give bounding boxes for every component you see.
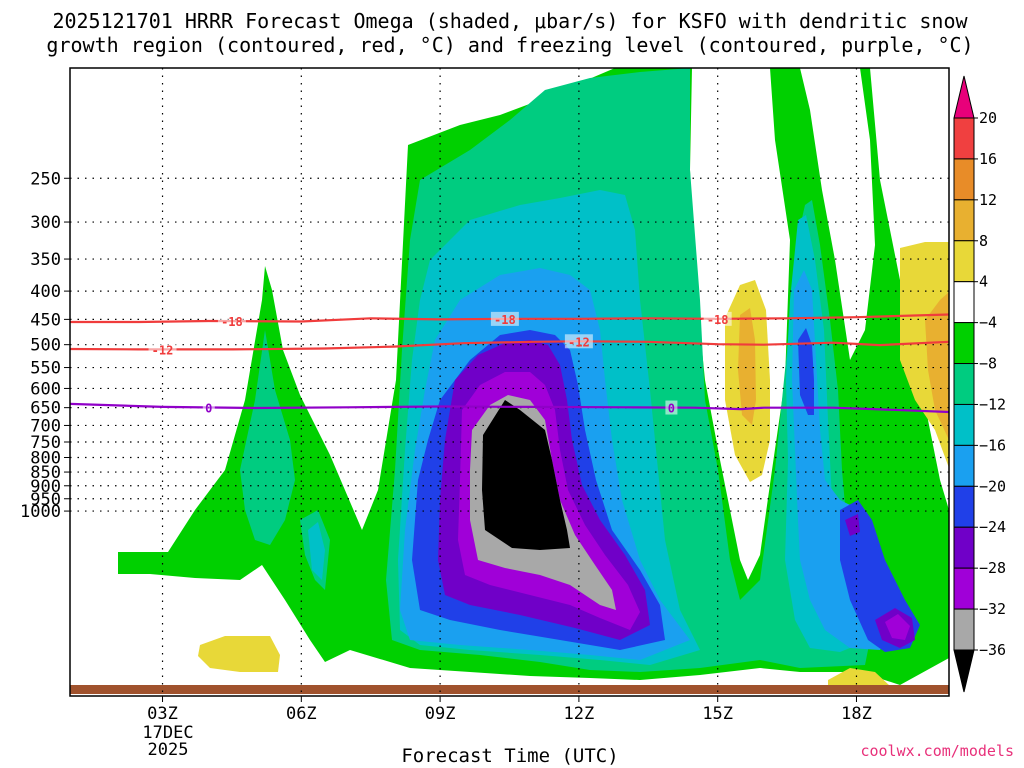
contour-label-background — [665, 400, 678, 415]
contour-label-freezing-level-0C: 0 — [205, 401, 212, 415]
colorbar-label: 20 — [979, 109, 997, 127]
contour-label-dgz-bottom-12C: -12 — [152, 343, 174, 357]
y-tick-label: 550 — [30, 359, 61, 379]
omega-region-neutral-3 — [930, 68, 949, 110]
x-tick-label: 15Z — [702, 704, 733, 724]
contour-label-dgz-top-18C: -18 — [221, 315, 243, 329]
colorbar-band — [953, 567, 975, 610]
omega-region-plus8-mid — [738, 308, 756, 425]
date-label-day: 17DEC — [142, 723, 193, 743]
contour-freezing-level-0C — [70, 402, 949, 414]
colorbar-band — [953, 363, 975, 405]
colorbar-band — [953, 608, 975, 651]
colorbar-label: −36 — [979, 641, 1006, 659]
colorbar-band — [953, 199, 975, 242]
contour-label-dgz-bottom-12C: -12 — [568, 335, 590, 349]
y-tick-label: 700 — [30, 416, 61, 436]
omega-region-minus20-right-upper — [798, 328, 814, 415]
colorbar-label: 16 — [979, 150, 997, 168]
colorbar-band — [953, 281, 975, 324]
colorbar-label: −20 — [979, 477, 1006, 495]
x-axis: 03Z 06Z 09Z 12Z 15Z 18Z — [147, 696, 872, 724]
colorbar: 20 16 12 8 4 −4 −8 −12 −16 −20 −24 −28 −32 −36 — [953, 75, 1006, 693]
omega-region-plus4-left — [198, 636, 280, 672]
x-tick-label: 12Z — [564, 704, 595, 724]
y-tick-label: 400 — [30, 282, 61, 302]
colorbar-band — [953, 240, 975, 283]
colorbar-label: −24 — [979, 518, 1006, 536]
y-tick-label: 800 — [30, 449, 61, 469]
chart-title-line-1: 2025121701 HRRR Forecast Omega (shaded, … — [52, 9, 968, 33]
y-tick-label: 900 — [30, 477, 61, 497]
y-tick-label: 650 — [30, 399, 61, 419]
omega-region-plus8-right — [925, 292, 949, 440]
contour-label-freezing-level-0C: 0 — [668, 402, 675, 416]
colorbar-band — [953, 117, 975, 160]
y-tick-label: 950 — [30, 490, 61, 510]
colorbar-label: −4 — [979, 314, 997, 332]
omega-region-minus12-left — [308, 522, 325, 580]
y-tick-label: 1000 — [20, 502, 61, 522]
contour-label-background — [490, 311, 519, 326]
colorbar-label: −32 — [979, 600, 1006, 618]
colorbar-arrow-top — [953, 75, 975, 119]
contour-label-background — [703, 311, 732, 326]
colorbar-label: −28 — [979, 559, 1006, 577]
contour-label-background — [564, 334, 593, 349]
colorbar-label: 12 — [979, 191, 997, 209]
surface-bar — [70, 685, 949, 694]
colorbar-band — [953, 158, 975, 201]
colorbar-label: 8 — [979, 232, 988, 250]
y-tick-label: 350 — [30, 250, 61, 270]
credit-text: coolwx.com/models — [860, 742, 1014, 760]
temperature-contours: -18 -18 -18 -12 -12 0 0 — [70, 311, 949, 416]
y-tick-label: 500 — [30, 336, 61, 356]
plot-frame — [69, 67, 950, 697]
contour-label-background — [217, 314, 246, 329]
y-tick-label: 600 — [30, 379, 61, 399]
colorbar-band — [953, 322, 975, 365]
y-tick-label: 850 — [30, 463, 61, 483]
colorbar-band — [953, 444, 975, 487]
colorbar-band — [953, 485, 975, 528]
colorbar-arrow-bottom — [953, 649, 975, 693]
y-axis: 2503003504004505005506006507007508008509… — [20, 169, 70, 522]
colorbar-band — [953, 403, 975, 446]
y-tick-label: 750 — [30, 433, 61, 453]
colorbar-label: 4 — [979, 273, 988, 291]
contour-label-background — [148, 342, 177, 357]
chart-title-line-2: growth region (contoured, red, °C) and f… — [46, 33, 973, 57]
x-axis-title: Forecast Time (UTC) — [401, 745, 618, 767]
contour-label-background — [202, 400, 215, 415]
y-tick-label: 250 — [30, 169, 61, 189]
colorbar-label: −16 — [979, 436, 1006, 454]
omega-region-minus36 — [482, 400, 570, 550]
x-tick-label: 09Z — [425, 704, 456, 724]
omega-region-plus4-bottom — [828, 668, 890, 686]
colorbar-label: −8 — [979, 355, 997, 373]
contour-label-dgz-top-18C: -18 — [494, 313, 516, 327]
colorbar-label: −12 — [979, 395, 1006, 413]
x-tick-label: 06Z — [286, 704, 317, 724]
contour-label-dgz-top-18C: -18 — [707, 313, 729, 327]
y-tick-label: 450 — [30, 310, 61, 330]
contour-dgz-bottom-12C — [70, 340, 949, 351]
omega-shading — [118, 68, 949, 686]
colorbar-band — [953, 526, 975, 569]
omega-region-minus28-right — [885, 614, 910, 640]
x-tick-label: 03Z — [147, 704, 178, 724]
date-label-year: 2025 — [148, 740, 189, 760]
y-tick-label: 300 — [30, 213, 61, 233]
x-tick-label: 18Z — [841, 704, 872, 724]
omega-region-minus8-left — [240, 330, 295, 545]
